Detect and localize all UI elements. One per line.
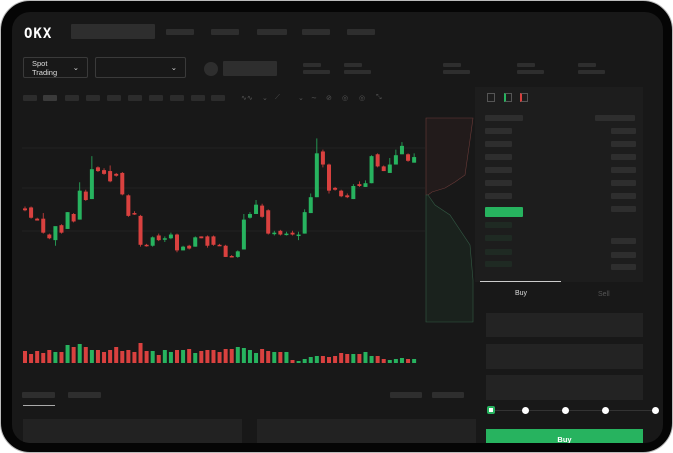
slider-step[interactable] <box>522 407 529 414</box>
total-input[interactable] <box>486 375 643 400</box>
orderbook-cell <box>611 128 636 134</box>
orderbook-asks-icon[interactable] <box>520 93 528 102</box>
orderbook-cell <box>485 193 512 199</box>
timeframe-button[interactable] <box>128 95 142 101</box>
settings-icon[interactable]: ◎ <box>359 95 366 102</box>
orderbook-cell <box>595 115 635 121</box>
orderbook-both-icon[interactable] <box>487 93 495 102</box>
nav-item[interactable] <box>302 29 330 35</box>
stat-label <box>344 63 362 67</box>
camera-icon[interactable]: ◎ <box>342 95 349 102</box>
draw-icon[interactable]: ∼ <box>311 95 317 102</box>
orderbook-bids-icon[interactable] <box>504 93 512 102</box>
orderbook-cell <box>485 222 512 228</box>
orderbook-cell <box>611 141 636 147</box>
nav-item[interactable] <box>211 29 239 35</box>
amount-input[interactable] <box>486 344 643 369</box>
assets-card <box>257 419 476 443</box>
timeframe-button[interactable] <box>211 95 225 101</box>
timeframe-button[interactable] <box>23 95 37 101</box>
chevron-down-icon: ⌄ <box>170 63 177 72</box>
tab-underline <box>23 405 55 406</box>
chevron-down-icon[interactable]: ⌄ <box>262 95 268 102</box>
pair-selector[interactable]: ⌄ <box>95 57 186 78</box>
stat-value <box>344 70 371 74</box>
nav-item[interactable] <box>257 29 287 35</box>
orderbook-cell <box>485 235 512 241</box>
ruler-icon[interactable]: ⊘ <box>326 95 332 102</box>
price-input[interactable] <box>486 313 643 337</box>
stat-value <box>517 70 544 74</box>
orderbook-cell <box>485 261 512 267</box>
orderbook-cell <box>611 252 636 258</box>
buy-tab-underline <box>480 281 561 282</box>
indicator-icon[interactable]: ∿∿ <box>241 95 253 102</box>
orderbook-cell <box>611 154 636 160</box>
market-selector[interactable]: Spot Trading ⌄ <box>23 57 88 78</box>
orderbook-cell <box>485 128 512 134</box>
slider-step[interactable] <box>602 407 609 414</box>
slider-step[interactable] <box>562 407 569 414</box>
okx-logo[interactable]: OKX <box>24 26 53 42</box>
orderbook-cell <box>485 154 512 160</box>
leverage-slider-track[interactable] <box>490 410 658 411</box>
buy-submit-label: Buy <box>557 434 572 444</box>
orderbook-cell <box>485 167 512 173</box>
stat-value <box>443 70 470 74</box>
timeframe-button[interactable] <box>86 95 100 101</box>
tab-order-history[interactable] <box>68 392 101 398</box>
leverage-slider-handle[interactable] <box>487 406 495 414</box>
orderbook-cell <box>611 180 636 186</box>
chevron-down-icon[interactable]: ⌄ <box>298 95 304 102</box>
orderbook-mid-price <box>485 207 523 217</box>
timeframe-button[interactable] <box>149 95 163 101</box>
fullscreen-icon[interactable]: ⤡ <box>376 94 382 101</box>
timeframe-button[interactable] <box>107 95 121 101</box>
stat-label <box>303 63 321 67</box>
stat-label <box>517 63 535 67</box>
orderbook-cell <box>485 180 512 186</box>
timeframe-button[interactable] <box>191 95 205 101</box>
timeframe-button[interactable] <box>65 95 79 101</box>
orderbook-cell <box>485 115 523 121</box>
stat-label <box>578 63 596 67</box>
orderbook-cell <box>485 249 512 255</box>
market-selector-label: Spot Trading <box>32 58 58 77</box>
pair-price <box>223 61 277 76</box>
filter-button[interactable] <box>390 392 422 398</box>
timeframe-button[interactable] <box>170 95 184 101</box>
nav-item[interactable] <box>347 29 375 35</box>
app-screen: OKX Spot Trading ⌄ ⌄ ∿∿ ⌄ ⟋ ⌄ ∼ ⊘ ◎ ◎ ⤡ B… <box>12 12 663 443</box>
buy-tab[interactable]: Buy <box>515 290 528 297</box>
chevron-down-icon: ⌄ <box>72 63 79 72</box>
sell-tab[interactable]: Sell <box>598 291 610 298</box>
stat-value <box>578 70 605 74</box>
orderbook-cell <box>485 141 512 147</box>
coin-avatar <box>204 62 218 76</box>
orderbook-cell <box>611 206 636 212</box>
stat-label <box>443 63 461 67</box>
line-tool-icon[interactable]: ⟋ <box>275 94 280 101</box>
orderbook-cell <box>611 167 636 173</box>
nav-item[interactable] <box>166 29 194 35</box>
orderbook-cell <box>611 193 636 199</box>
stat-value <box>303 70 330 74</box>
filter-button[interactable] <box>432 392 464 398</box>
search-bar[interactable] <box>71 24 155 39</box>
timeframe-button[interactable] <box>43 95 57 101</box>
buy-submit-button[interactable]: Buy <box>486 429 643 443</box>
orders-card <box>23 419 242 443</box>
orderbook-cell <box>611 264 636 270</box>
orderbook-cell <box>611 238 636 244</box>
tab-open-orders[interactable] <box>22 392 55 398</box>
slider-step[interactable] <box>652 407 659 414</box>
